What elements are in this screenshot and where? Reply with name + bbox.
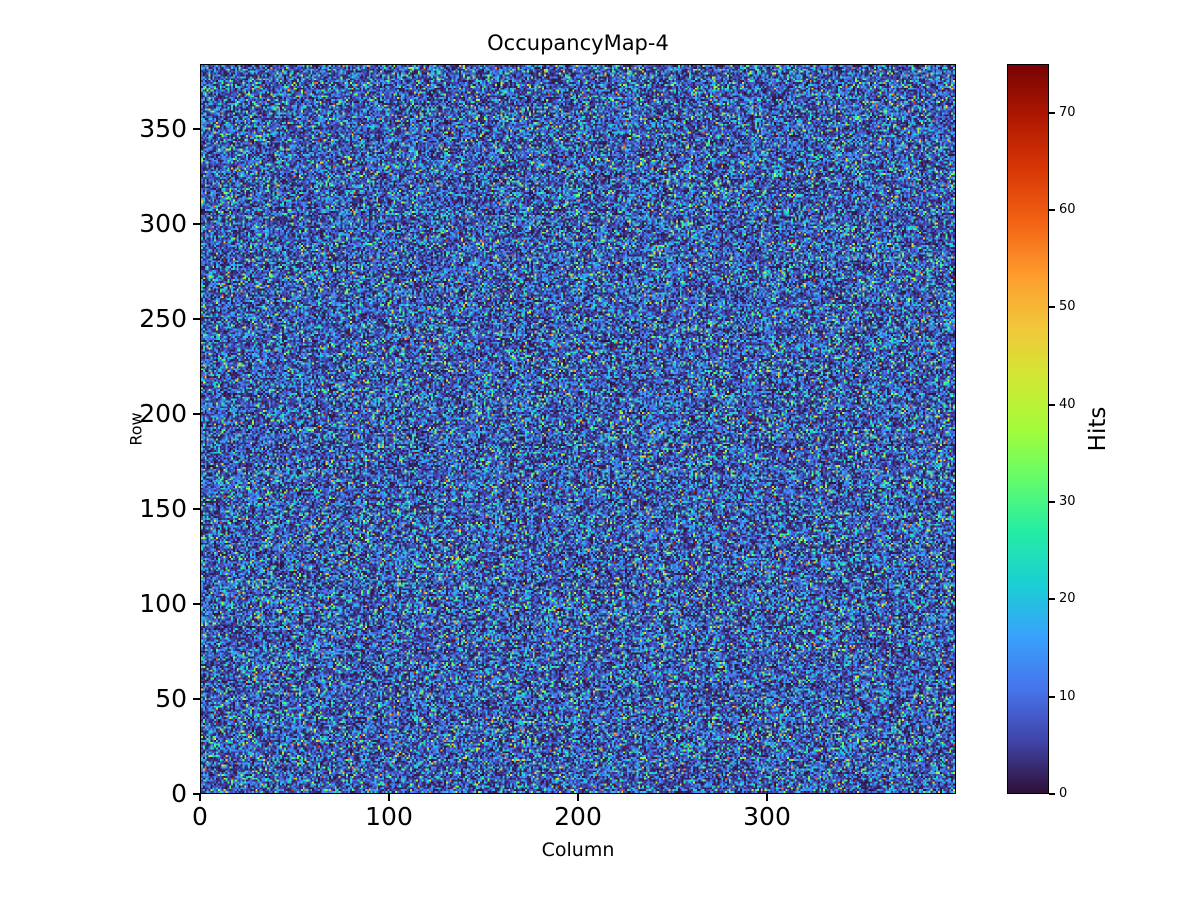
x-tick-label: 0 (192, 802, 208, 831)
y-tick-mark (193, 317, 200, 320)
chart-title: OccupancyMap-4 (487, 31, 669, 55)
x-tick-mark (388, 794, 390, 801)
colorbar-label: Hits (1085, 406, 1111, 452)
x-tick-label: 300 (743, 802, 791, 831)
y-tick-label: 250 (139, 303, 187, 333)
y-axis-ticks: 0 50 100 150 200 250 300 350 (0, 64, 200, 808)
y-tick-label: 350 (139, 113, 187, 143)
heatmap-canvas (201, 65, 955, 793)
y-tick-mark (193, 697, 200, 700)
colorbar-tick-label: 40 (1059, 396, 1076, 412)
y-tick-mark (193, 222, 200, 225)
colorbar-tick-label: 20 (1059, 591, 1076, 607)
colorbar (1007, 64, 1049, 794)
y-tick-mark (193, 127, 200, 130)
colorbar-ticks: 0 10 20 30 40 50 60 70 (1049, 64, 1129, 801)
y-tick-label: 100 (139, 588, 187, 618)
colorbar-tick-label: 10 (1059, 688, 1076, 704)
x-tick-mark (577, 794, 579, 801)
y-tick-mark (193, 793, 200, 795)
y-tick-mark (193, 507, 200, 510)
colorbar-tick-mark (1049, 695, 1055, 698)
colorbar-tick-mark (1049, 793, 1055, 795)
y-tick-mark (193, 602, 200, 605)
y-tick-label: 300 (139, 208, 187, 238)
x-axis-label: Column (541, 839, 615, 861)
colorbar-tick-label: 0 (1059, 786, 1068, 801)
colorbar-tick-mark (1049, 501, 1055, 503)
colorbar-tick-mark (1049, 403, 1055, 406)
colorbar-tick-mark (1049, 598, 1055, 601)
colorbar-tick-label: 30 (1059, 494, 1076, 509)
heatmap-plot-area (200, 64, 956, 794)
colorbar-tick-label: 60 (1059, 202, 1076, 217)
y-tick-label: 150 (139, 493, 187, 523)
x-axis-ticks: 0 100 200 300 (192, 794, 956, 844)
colorbar-tick-label: 50 (1059, 299, 1076, 315)
x-tick-label: 200 (554, 802, 602, 831)
colorbar-tick-label: 70 (1059, 104, 1076, 120)
y-tick-mark (193, 412, 200, 415)
x-tick-mark (766, 794, 768, 801)
y-tick-label: 200 (139, 398, 187, 428)
x-tick-label: 100 (365, 802, 413, 831)
y-tick-label: 50 (155, 683, 187, 713)
colorbar-tick-mark (1049, 209, 1055, 211)
colorbar-tick-mark (1049, 111, 1055, 114)
y-tick-label: 0 (171, 779, 187, 808)
y-axis-label: Row (126, 412, 146, 446)
colorbar-gradient-canvas (1008, 65, 1048, 793)
x-tick-mark (199, 794, 201, 801)
colorbar-tick-mark (1049, 306, 1055, 309)
